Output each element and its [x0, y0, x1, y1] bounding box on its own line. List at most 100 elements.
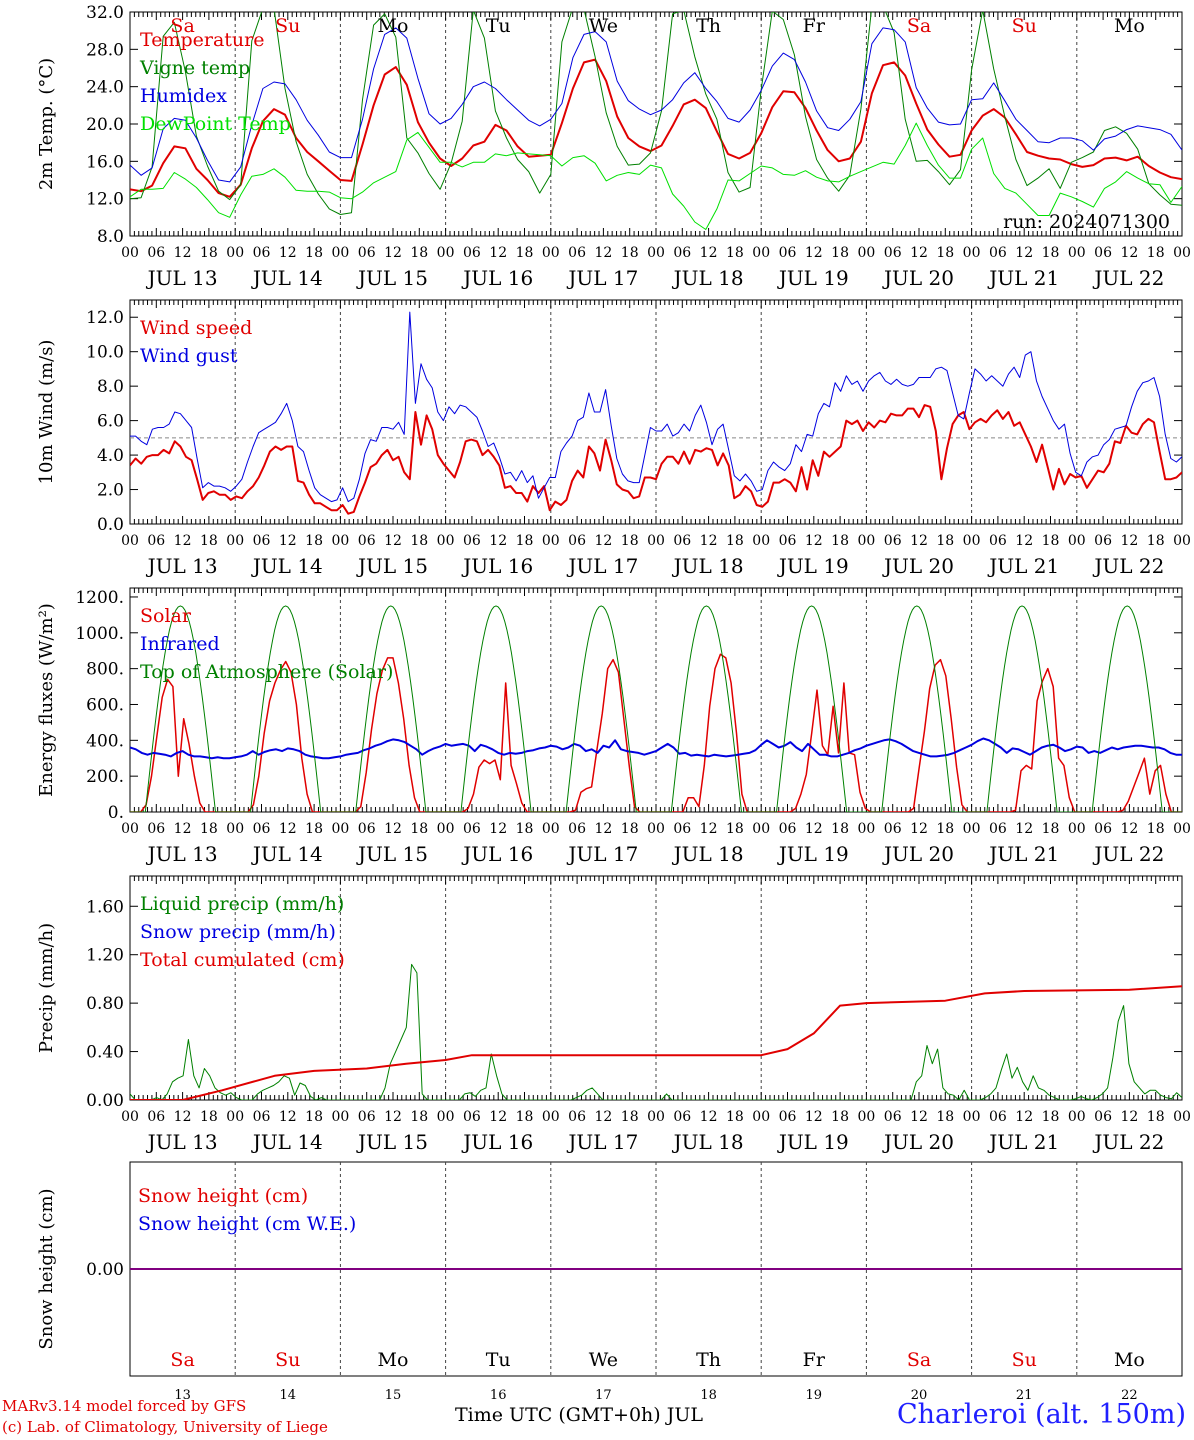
- hour-tick-label: 00: [121, 1109, 139, 1125]
- legend-entry: Vigne temp: [139, 57, 250, 79]
- day-abbr: Mo: [378, 15, 409, 37]
- date-label: JUL 15: [356, 554, 428, 578]
- day-abbr-bottom: Fr: [803, 1349, 826, 1371]
- y-axis-label: 10m Wind (m/s): [36, 340, 57, 485]
- hour-tick-label: 12: [1120, 821, 1138, 837]
- hour-tick-label: 06: [463, 1109, 481, 1125]
- y-tick-label: 600.: [86, 695, 124, 715]
- legend-entry: Solar: [140, 605, 192, 627]
- hour-tick-label: 00: [963, 245, 981, 261]
- y-tick-label: 24.0: [86, 78, 124, 98]
- y-tick-label: 0.00: [86, 1091, 124, 1111]
- location-label: Charleroi (alt. 150m): [897, 1399, 1186, 1430]
- hour-tick-label: 18: [831, 821, 849, 837]
- date-label: JUL 14: [251, 266, 323, 290]
- hour-tick-label: 00: [121, 821, 139, 837]
- date-label: JUL 13: [146, 1130, 218, 1154]
- hour-tick-label: 00: [857, 821, 875, 837]
- date-label: JUL 21: [987, 554, 1059, 578]
- hour-tick-label: 12: [489, 245, 507, 261]
- date-label: JUL 20: [882, 266, 954, 290]
- hour-tick-label: 18: [1147, 821, 1165, 837]
- hour-tick-label: 12: [1015, 1109, 1033, 1125]
- hour-tick-label: 12: [384, 1109, 402, 1125]
- y-tick-label: 0.: [108, 803, 124, 823]
- hour-tick-label: 06: [989, 821, 1007, 837]
- hour-tick-label: 06: [358, 533, 376, 549]
- hour-tick-label: 06: [989, 1109, 1007, 1125]
- legend-entry: Wind speed: [140, 317, 252, 339]
- hour-tick-label: 12: [384, 821, 402, 837]
- hour-tick-label: 18: [516, 821, 534, 837]
- hour-tick-label: 12: [174, 533, 192, 549]
- hour-tick-label: 12: [910, 533, 928, 549]
- hour-tick-label: 00: [647, 533, 665, 549]
- hour-tick-label: 18: [726, 245, 744, 261]
- hour-tick-label: 12: [489, 1109, 507, 1125]
- y-tick-label: 1200.: [75, 588, 124, 608]
- hour-tick-label: 06: [253, 245, 271, 261]
- date-label: JUL 16: [461, 554, 533, 578]
- day-abbr-bottom: Th: [696, 1349, 721, 1371]
- legend-entry: Infrared: [140, 633, 220, 655]
- hour-tick-label: 00: [437, 1109, 455, 1125]
- y-tick-label: 8.0: [97, 377, 124, 397]
- date-label: JUL 20: [882, 842, 954, 866]
- hour-tick-label: 06: [253, 821, 271, 837]
- hour-tick-label: 06: [884, 533, 902, 549]
- date-label: JUL 19: [777, 1130, 849, 1154]
- hour-tick-label: 00: [1173, 1109, 1191, 1125]
- date-label: JUL 17: [566, 842, 638, 866]
- day-abbr: Sa: [907, 15, 931, 37]
- legend-entry: Top of Atmosphere (Solar): [140, 661, 393, 683]
- day-abbr-bottom: We: [589, 1349, 618, 1371]
- hour-tick-label: 00: [857, 533, 875, 549]
- date-label: JUL 14: [251, 842, 323, 866]
- hour-tick-label: 06: [884, 245, 902, 261]
- hour-tick-label: 18: [410, 821, 428, 837]
- day-abbr-bottom: Sa: [907, 1349, 931, 1371]
- hour-tick-label: 18: [516, 245, 534, 261]
- series-top-of-atmosphere-solar: [130, 605, 1182, 812]
- hour-tick-label: 00: [963, 533, 981, 549]
- legend-entry: Total cumulated (cm): [140, 949, 345, 971]
- date-label: JUL 19: [777, 842, 849, 866]
- date-label: JUL 22: [1092, 1130, 1164, 1154]
- series-total-cumulated-cm: [130, 985, 1182, 1100]
- series-infrared: [130, 737, 1182, 760]
- hour-tick-label: 12: [279, 821, 297, 837]
- hour-tick-label: 18: [831, 533, 849, 549]
- date-label: JUL 15: [356, 842, 428, 866]
- hour-tick-label: 06: [989, 245, 1007, 261]
- hour-tick-label: 00: [647, 1109, 665, 1125]
- hour-tick-label: 06: [568, 821, 586, 837]
- hour-tick-label: 18: [516, 1109, 534, 1125]
- date-label: JUL 18: [672, 1130, 744, 1154]
- day-number: 21: [1016, 1388, 1033, 1403]
- hour-tick-label: 18: [305, 821, 323, 837]
- hour-tick-label: 00: [331, 1109, 349, 1125]
- y-tick-label: 12.0: [86, 308, 124, 328]
- y-tick-label: 800.: [86, 660, 124, 680]
- hour-tick-label: 12: [384, 245, 402, 261]
- date-label: JUL 21: [987, 842, 1059, 866]
- hour-tick-label: 00: [963, 821, 981, 837]
- legend-entry: Temperature: [140, 29, 264, 51]
- date-label: JUL 21: [987, 266, 1059, 290]
- hour-tick-label: 00: [752, 821, 770, 837]
- hour-tick-label: 06: [1094, 533, 1112, 549]
- date-label: JUL 16: [461, 266, 533, 290]
- series-solar: [130, 653, 1182, 812]
- hour-tick-label: 18: [410, 245, 428, 261]
- date-label: JUL 18: [672, 554, 744, 578]
- series-temperature: [130, 58, 1182, 198]
- hour-tick-label: 00: [331, 245, 349, 261]
- day-number: 22: [1121, 1388, 1138, 1403]
- hour-tick-label: 12: [279, 245, 297, 261]
- day-abbr-bottom: Mo: [1114, 1349, 1145, 1371]
- hour-tick-label: 12: [174, 245, 192, 261]
- day-abbr: Mo: [1114, 15, 1145, 37]
- y-tick-label: 20.0: [86, 115, 124, 135]
- date-label: JUL 19: [777, 554, 849, 578]
- hour-tick-label: 18: [726, 1109, 744, 1125]
